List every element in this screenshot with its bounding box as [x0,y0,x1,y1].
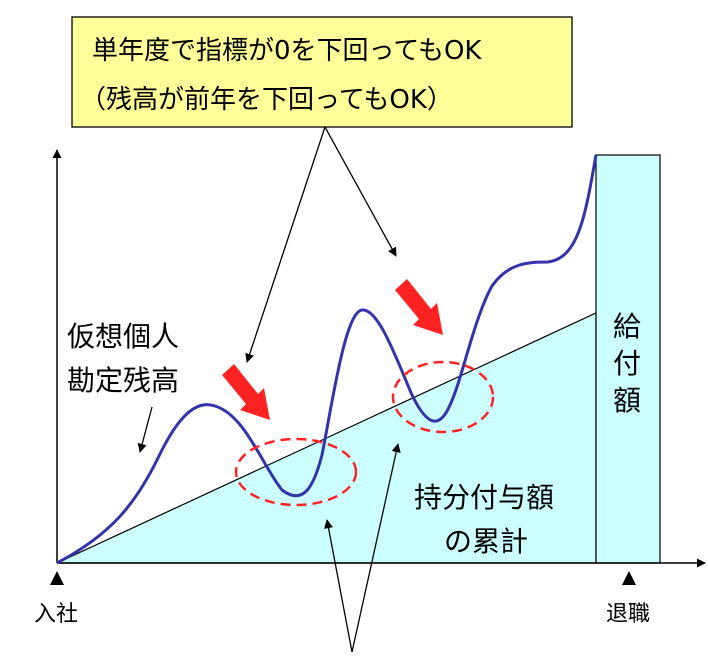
dip-ellipse-1 [234,437,358,507]
callout-line1: 単年度で指標が0を下回ってもOK [92,36,482,66]
bottom-pointer-1 [324,519,353,653]
join-marker [50,571,64,585]
virtual-balance-curve [56,154,598,565]
retire-label: 退職 [606,602,650,627]
virtual-balance-label-line1: 仮想個人 [67,320,179,353]
balance-label-pointer [137,406,153,453]
join-label: 入社 [34,602,78,627]
callout-pointer-1 [245,126,326,363]
virtual-balance-label-line2: 勘定残高 [67,364,179,397]
benefit-label-char-3: 額 [613,384,641,417]
dip-ellipse-2 [391,360,495,434]
cumulative-label-line1: 持分付与額 [414,481,554,514]
bottom-pointer-2 [351,443,401,653]
callout-box [71,16,573,128]
callout-pointer-2 [324,126,397,257]
benefit-label-char-1: 給 [613,310,641,343]
retire-marker [622,571,636,585]
down-arrow-red-1 [222,364,270,420]
down-arrow-red-2 [395,279,443,335]
callout-line2: （残高が前年を下回ってもOK） [80,85,453,115]
cumulative-label-line2: の累計 [444,525,528,558]
benefit-label-char-2: 付 [613,347,641,380]
benefit-amount-bar [595,154,661,564]
